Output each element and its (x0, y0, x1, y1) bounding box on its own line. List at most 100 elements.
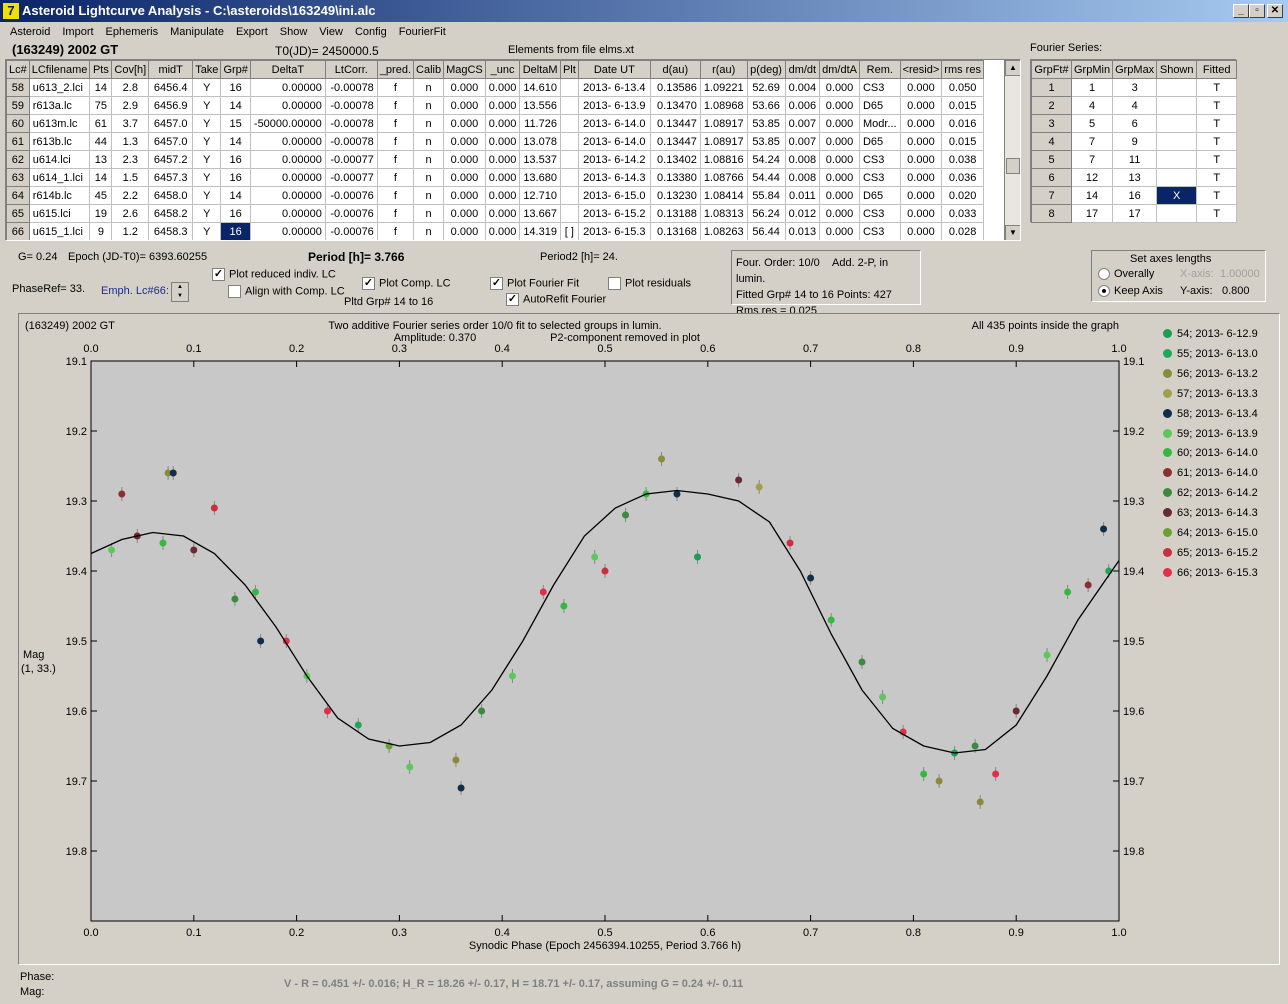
table-cell[interactable]: 1.08766 (699, 168, 748, 187)
table-cell[interactable]: 6458.3 (148, 222, 194, 240)
table-cell[interactable]: n (413, 204, 445, 223)
menu-asteroid[interactable]: Asteroid (10, 26, 51, 38)
table-cell[interactable]: f (376, 204, 415, 223)
table-cell[interactable]: T (1196, 168, 1238, 187)
table-cell[interactable] (559, 114, 579, 133)
table-cell[interactable]: 2 (1031, 96, 1072, 115)
table-cell[interactable] (1156, 150, 1198, 169)
table-cell[interactable]: 14 (89, 168, 113, 187)
table-cell[interactable]: 0.000 (484, 186, 521, 205)
table-cell[interactable]: 62 (6, 150, 30, 169)
table-cell[interactable]: 0.007 (784, 114, 821, 133)
table-cell[interactable]: 1.08917 (699, 132, 748, 151)
menu-view[interactable]: View (319, 26, 343, 38)
fourier-row[interactable]: 6 12 13 T (1031, 168, 1238, 187)
table-cell[interactable]: D65 (858, 186, 901, 205)
table-cell[interactable]: 0.000 (484, 132, 521, 151)
table-cell[interactable]: r613a.lc (28, 96, 91, 115)
col-header[interactable]: d(au) (649, 60, 701, 79)
table-cell[interactable]: 0.13168 (649, 222, 701, 240)
table-cell[interactable]: 53.85 (746, 132, 786, 151)
table-cell[interactable]: 2.8 (111, 78, 150, 97)
col-header[interactable]: LCfilename (28, 60, 91, 79)
table-cell[interactable]: 17 (1070, 204, 1114, 223)
table-cell[interactable]: 0.000 (899, 132, 943, 151)
table-cell[interactable]: 0.000 (443, 96, 486, 115)
table-cell[interactable]: 2013- 6-14.2 (577, 150, 651, 169)
table-row[interactable]: 61 r613b.lc 44 1.3 6457.0 Y 14 0.00000 -0.00078 f… (6, 132, 984, 151)
table-cell[interactable] (1156, 204, 1198, 223)
restore-icon[interactable]: ▫ (1249, 4, 1265, 18)
table-cell[interactable]: 45 (89, 186, 113, 205)
table-cell[interactable]: 0.016 (941, 114, 984, 133)
table-cell[interactable]: 2013- 6-14.0 (577, 132, 651, 151)
table-cell[interactable]: 0.13586 (649, 78, 701, 97)
table-cell[interactable]: 1.08816 (699, 150, 748, 169)
table-cell[interactable]: -0.00076 (324, 222, 378, 240)
table-row[interactable]: 64 r614b.lc 45 2.2 6458.0 Y 14 0.00000 -0.00076 f… (6, 186, 984, 205)
table-cell[interactable]: 0.007 (784, 132, 821, 151)
table-cell[interactable]: u615_1.lci (28, 222, 91, 240)
table-cell[interactable]: 0.00000 (249, 204, 326, 223)
table-cell[interactable]: 1.2 (111, 222, 150, 240)
table-cell[interactable]: D65 (858, 132, 901, 151)
plot-comp-checkbox[interactable]: ✓ Plot Comp. LC (362, 277, 451, 290)
table-cell[interactable]: 0.006 (784, 96, 821, 115)
table-cell[interactable]: -0.00077 (324, 150, 378, 169)
table-cell[interactable]: 6457.0 (148, 132, 194, 151)
table-cell[interactable]: f (376, 222, 415, 240)
table-cell[interactable]: CS3 (858, 222, 901, 240)
table-cell[interactable]: 0.000 (443, 150, 486, 169)
table-cell[interactable]: Y (192, 150, 222, 169)
table-cell[interactable]: Modr... (858, 114, 901, 133)
table-cell[interactable]: 0.000 (484, 168, 521, 187)
table-cell[interactable]: D65 (858, 96, 901, 115)
table-cell[interactable]: 0.000 (484, 222, 521, 240)
table-cell[interactable]: 6 (1112, 114, 1158, 133)
table-cell[interactable]: u615.lci (28, 204, 91, 223)
table-cell[interactable]: -0.00076 (324, 186, 378, 205)
table-cell[interactable]: 8 (1031, 204, 1072, 223)
table-cell[interactable]: 15 (220, 114, 251, 133)
col-header[interactable]: Shown (1156, 60, 1198, 79)
table-cell[interactable]: 14 (220, 96, 251, 115)
table-cell[interactable]: 0.000 (819, 186, 860, 205)
x-axis-value[interactable]: 1.00000 (1220, 268, 1260, 280)
table-cell[interactable]: Y (192, 222, 222, 240)
table-cell[interactable] (559, 168, 579, 187)
table-cell[interactable]: n (413, 96, 445, 115)
table-cell[interactable]: 6458.0 (148, 186, 194, 205)
table-cell[interactable]: 7 (1070, 132, 1114, 151)
table-cell[interactable]: n (413, 132, 445, 151)
table-cell[interactable]: 2013- 6-15.3 (577, 222, 651, 240)
col-header[interactable]: r(au) (699, 60, 748, 79)
table-cell[interactable]: 0.008 (784, 168, 821, 187)
menu-ephemeris[interactable]: Ephemeris (105, 26, 159, 38)
table-cell[interactable]: T (1196, 150, 1238, 169)
table-cell[interactable] (559, 204, 579, 223)
table-cell[interactable]: 14.610 (519, 78, 561, 97)
table-cell[interactable]: 0.000 (443, 114, 486, 133)
table-cell[interactable]: n (413, 114, 445, 133)
col-header[interactable]: Pts (89, 60, 113, 79)
table-cell[interactable]: 0.020 (941, 186, 984, 205)
col-header[interactable]: MagCS (443, 60, 486, 79)
table-cell[interactable]: 0.13470 (649, 96, 701, 115)
table-scrollbar[interactable]: ▲ ▼ (1004, 60, 1020, 240)
col-header[interactable]: GrpMin (1070, 60, 1114, 79)
table-cell[interactable]: u613m.lc (28, 114, 91, 133)
table-cell[interactable] (1156, 168, 1198, 187)
table-cell[interactable]: 52.69 (746, 78, 786, 97)
menu-config[interactable]: Config (354, 26, 387, 38)
fourier-row[interactable]: 7 14 16 X T (1031, 186, 1238, 205)
menu-export[interactable]: Export (235, 26, 268, 38)
table-cell[interactable]: 1.08968 (699, 96, 748, 115)
table-cell[interactable]: 19 (89, 204, 113, 223)
table-cell[interactable]: 58 (6, 78, 30, 97)
table-cell[interactable]: 11.726 (519, 114, 561, 133)
table-cell[interactable]: 6456.9 (148, 96, 194, 115)
table-cell[interactable]: 0.000 (819, 150, 860, 169)
table-cell[interactable]: n (413, 78, 445, 97)
